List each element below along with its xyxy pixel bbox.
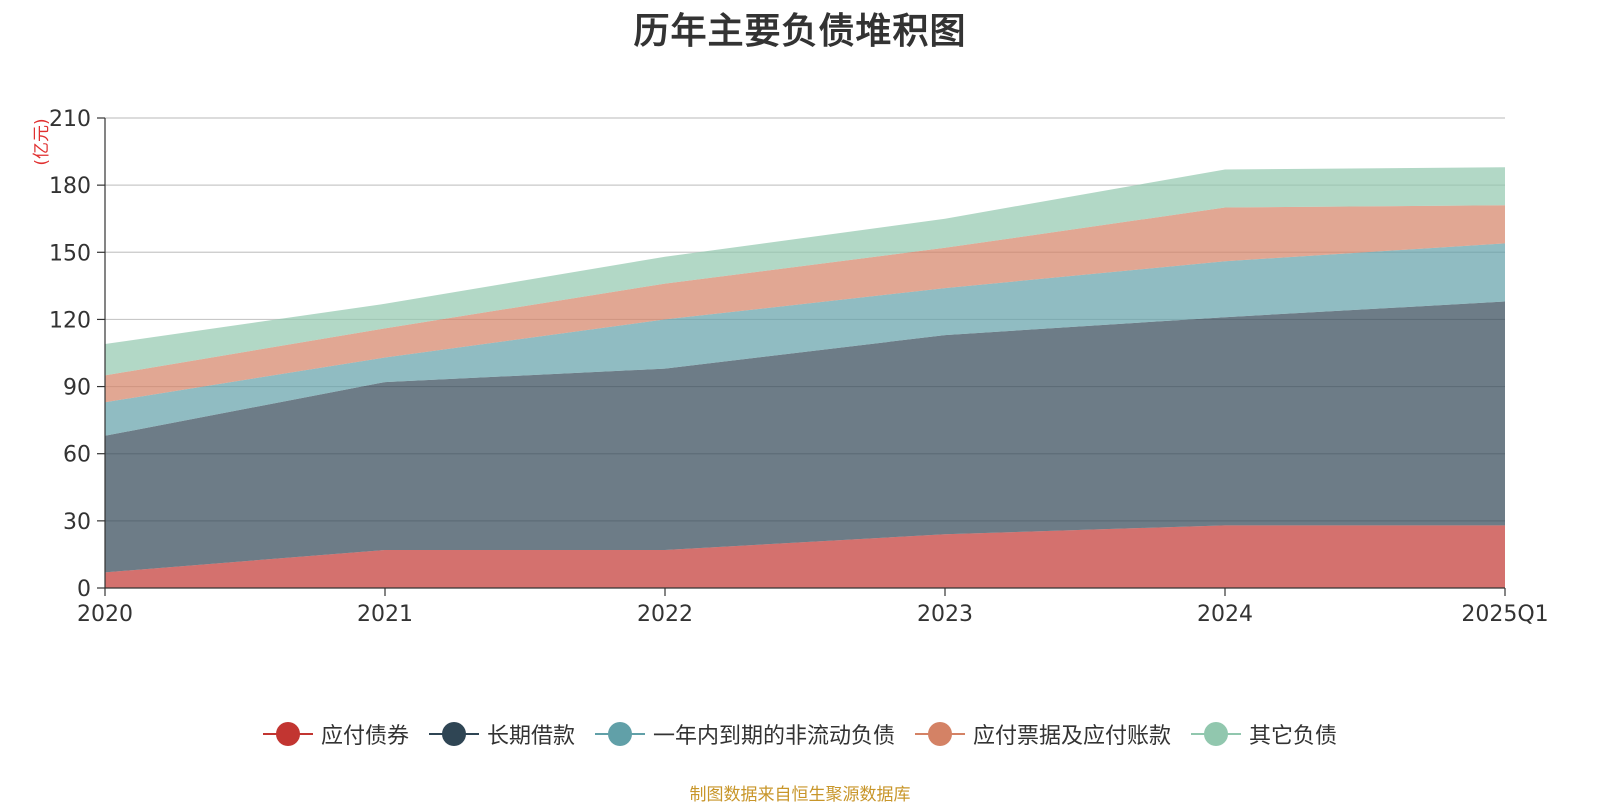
y-tick-label: 120 bbox=[49, 308, 91, 333]
y-tick-label: 30 bbox=[63, 510, 91, 535]
legend-label: 长期借款 bbox=[486, 724, 575, 749]
area-layer bbox=[105, 167, 1505, 588]
y-tick-label: 60 bbox=[63, 443, 91, 468]
legend-label: 其它负债 bbox=[1249, 724, 1338, 749]
legend-marker-icon bbox=[262, 721, 313, 747]
legend-marker-icon bbox=[594, 721, 645, 747]
legend-label: 一年内到期的非流动负债 bbox=[652, 724, 895, 749]
y-tick-label: 210 bbox=[49, 107, 91, 132]
x-tick-label: 2022 bbox=[637, 602, 693, 627]
legend-marker-icon bbox=[915, 721, 965, 747]
chart-title: 历年主要负债堆积图 bbox=[633, 11, 967, 52]
y-tick-label: 150 bbox=[49, 241, 91, 266]
area-series-0[interactable] bbox=[105, 525, 1505, 588]
y-tick-label: 0 bbox=[77, 577, 91, 602]
legend-item[interactable]: 长期借款 bbox=[428, 718, 575, 750]
legend-item[interactable]: 应付债券 bbox=[262, 718, 409, 750]
area-series-2[interactable] bbox=[105, 243, 1505, 436]
legend-item[interactable]: 应付票据及应付账款 bbox=[915, 718, 1171, 750]
legend-item[interactable]: 其它负债 bbox=[1191, 718, 1337, 750]
x-tick-label: 2021 bbox=[357, 602, 413, 627]
source-note: 制图数据来自恒生聚源数据库 bbox=[689, 785, 911, 805]
legend-label: 应付票据及应付账款 bbox=[973, 724, 1172, 749]
y-tick-label: 180 bbox=[49, 174, 91, 199]
area-series-4[interactable] bbox=[105, 167, 1505, 376]
x-tick-label: 2025Q1 bbox=[1461, 602, 1548, 627]
legend: 应付债券 长期借款 一年内到期的非流动负债 应付票据及应付账款 其它负债 bbox=[0, 718, 1600, 750]
area-series-1[interactable] bbox=[105, 301, 1505, 573]
area-series-3[interactable] bbox=[105, 205, 1505, 403]
legend-marker-icon bbox=[1191, 721, 1242, 747]
legend-item[interactable]: 一年内到期的非流动负债 bbox=[594, 718, 895, 750]
legend-label: 应付债券 bbox=[320, 724, 409, 749]
x-tick-label: 2023 bbox=[917, 602, 973, 627]
x-tick-label: 2024 bbox=[1197, 602, 1253, 627]
x-tick-label: 2020 bbox=[77, 602, 133, 627]
y-tick-label: 90 bbox=[63, 376, 91, 401]
axis-layer: 0 30 60 90 120 150 180 210 2020 2021 2022 2023 2024 2… bbox=[32, 107, 1549, 627]
y-unit-label: (亿元) bbox=[32, 118, 52, 165]
legend-marker-icon bbox=[428, 721, 479, 747]
